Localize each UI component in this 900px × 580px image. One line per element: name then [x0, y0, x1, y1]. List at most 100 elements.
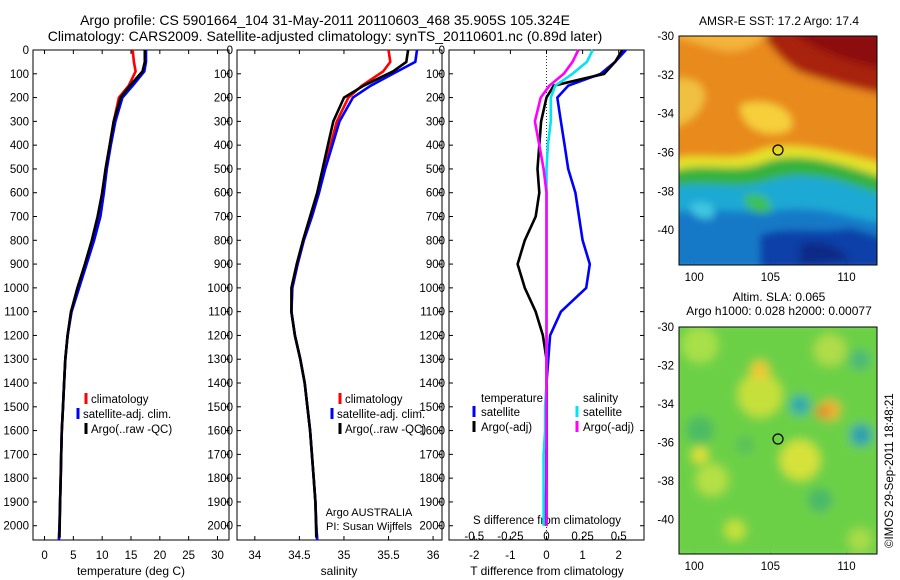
- difference-x-tick-label: 0: [543, 550, 549, 562]
- s-difference-tick-label: 0: [543, 531, 549, 543]
- sst-map-title: AMSR-E SST: 17.2 Argo: 17.4: [698, 14, 860, 28]
- depth-tick-label: 100: [426, 69, 445, 81]
- depth-tick-label: 1100: [420, 307, 445, 319]
- depth-tick-label: 1400: [207, 378, 233, 390]
- depth-tick-label: 1400: [3, 378, 29, 390]
- depth-tick-label: 700: [10, 212, 29, 224]
- s-difference-tick-label: 0.5: [611, 531, 627, 543]
- depth-tick-label: 1700: [207, 449, 233, 461]
- temperature-x-tick-label: 15: [125, 550, 138, 562]
- salinity-legend-climatology: climatology: [345, 394, 403, 406]
- sla-map-x-tick-label: 105: [761, 561, 780, 573]
- s-difference-tick-label: -0.5: [464, 531, 484, 543]
- sla-map-title-line1: Altim. SLA: 0.065: [732, 290, 826, 304]
- difference-x-tick-label: -2: [469, 550, 479, 562]
- sla-argo-position-marker: [772, 433, 784, 445]
- depth-tick-label: 900: [426, 259, 445, 271]
- depth-tick-label: 1400: [419, 378, 445, 390]
- depth-tick-label: 1900: [3, 497, 29, 509]
- depth-tick-label: 100: [214, 69, 233, 81]
- depth-tick-label: 700: [426, 212, 445, 224]
- depth-tick-label: 300: [214, 116, 233, 128]
- temperature-legend-argo: Argo(..raw -QC): [91, 424, 172, 436]
- sst-map-y-tick-label: -30: [657, 31, 674, 43]
- depth-tick-label: 1800: [419, 473, 445, 485]
- sla-map-y-tick-label: -36: [657, 437, 674, 449]
- depth-tick-label: 200: [214, 93, 233, 105]
- figure-title-line1: Argo profile: CS 5901664_104 31-May-2011…: [80, 12, 570, 28]
- sla-map-title-line2: Argo h1000: 0.028 h2000: 0.00077: [686, 304, 872, 318]
- depth-tick-label: 2000: [419, 521, 445, 533]
- depth-tick-label: 1600: [419, 426, 445, 438]
- temperature-x-tick-label: 20: [153, 550, 166, 562]
- depth-tick-label: 1200: [419, 330, 445, 342]
- sst-map-y-tick-label: -40: [657, 225, 674, 237]
- salinity-legend-satellite: satellite-adj. clim.: [337, 409, 425, 421]
- temperature-series-argo-raw-qc: [58, 50, 147, 538]
- sst-map-x-tick-label: 100: [685, 272, 704, 284]
- sla-map-y-tick-label: -40: [657, 514, 674, 526]
- depth-tick-label: 1800: [3, 473, 29, 485]
- depth-tick-label: 700: [214, 212, 233, 224]
- depth-tick-label: 1300: [3, 354, 29, 366]
- depth-tick-label: 800: [426, 235, 445, 247]
- depth-tick-label: 1600: [207, 426, 233, 438]
- sst-map-y-tick-label: -38: [657, 186, 674, 198]
- difference-series-salinity-argo-adj: [533, 49, 580, 526]
- depth-tick-label: 1600: [3, 426, 29, 438]
- depth-tick-label: 1700: [3, 449, 29, 461]
- depth-tick-label: 0: [439, 45, 445, 57]
- difference-legend: temperature salinity satellite Argo(-adj…: [472, 393, 634, 527]
- depth-tick-label: 800: [214, 235, 233, 247]
- depth-tick-label: 0: [227, 45, 233, 57]
- sla-map: [679, 327, 877, 554]
- depth-tick-label: 1200: [207, 330, 233, 342]
- s-difference-tick-label: -0.25: [497, 531, 523, 543]
- depth-tick-label: 1800: [207, 473, 233, 485]
- sst-map-y-tick-label: -32: [657, 70, 674, 82]
- depth-tick-label: 100: [10, 69, 29, 81]
- difference-legend-salinity-title: salinity: [583, 393, 618, 405]
- depth-tick-label: 900: [10, 259, 29, 271]
- sla-map-y-tick-label: -30: [657, 322, 674, 334]
- difference-legend-s-satellite: satellite: [583, 407, 622, 419]
- temperature-legend: climatology satellite-adj. clim. Argo(..…: [76, 393, 172, 436]
- depth-tick-label: 800: [10, 235, 29, 247]
- depth-tick-label: 1900: [419, 497, 445, 509]
- depth-tick-label: 1000: [3, 283, 29, 295]
- temperature-xlabel: temperature (deg C): [77, 564, 185, 578]
- depth-tick-label: 300: [426, 116, 445, 128]
- salinity-panel-frame: [236, 49, 443, 541]
- sst-map-frame: [678, 35, 878, 266]
- salinity-legend-argo: Argo(..raw -QC): [345, 424, 426, 436]
- salinity-x-tick-label: 35: [338, 550, 351, 562]
- sst-map-y-tick-label: -36: [657, 147, 674, 159]
- temperature-x-tick-label: 0: [41, 550, 47, 562]
- difference-x-tick-label: 1: [579, 550, 585, 562]
- difference-x-tick-label: 2: [616, 550, 622, 562]
- depth-tick-label: 1500: [3, 402, 29, 414]
- depth-tick-label: 400: [214, 140, 233, 152]
- depth-tick-label: 1100: [4, 307, 29, 319]
- depth-tick-label: 300: [10, 116, 29, 128]
- depth-tick-label: 900: [214, 259, 233, 271]
- depth-tick-label: 600: [10, 188, 29, 200]
- difference-legend-s-argo: Argo(-adj): [583, 422, 634, 434]
- depth-tick-label: 500: [214, 164, 233, 176]
- salinity-legend: climatology satellite-adj. clim. Argo(..…: [326, 393, 426, 533]
- difference-x-tick-label: -1: [505, 550, 515, 562]
- figure-title-line2: Climatology: CARS2009. Satellite-adjuste…: [47, 28, 603, 44]
- depth-tick-label: 1700: [419, 449, 445, 461]
- sst-map-y-tick-label: -34: [657, 109, 674, 121]
- sst-argo-position-marker: [772, 144, 784, 156]
- difference-legend-t-argo: Argo(-adj): [481, 422, 532, 434]
- sla-map-y-tick-label: -34: [657, 399, 674, 411]
- depth-tick-label: 0: [23, 45, 29, 57]
- depth-tick-label: 1200: [3, 330, 29, 342]
- depth-tick-label: 1300: [419, 354, 445, 366]
- depth-tick-label: 600: [426, 188, 445, 200]
- depth-tick-label: 1300: [207, 354, 233, 366]
- salinity-x-tick-label: 34: [248, 550, 261, 562]
- temperature-legend-satellite: satellite-adj. clim.: [83, 409, 171, 421]
